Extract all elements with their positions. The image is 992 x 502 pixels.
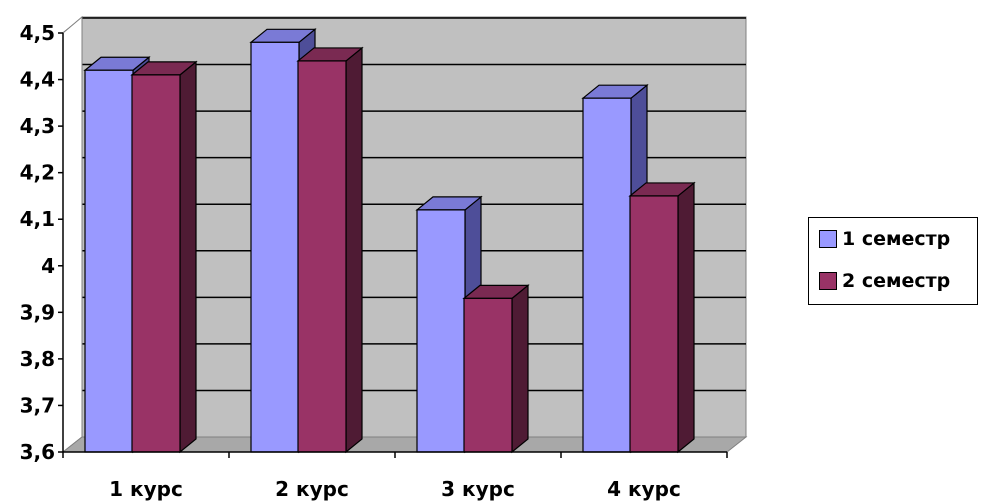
bar-front [250, 41, 300, 453]
bars [83, 28, 696, 454]
y-tick-label: 4 [41, 254, 55, 278]
y-tick-label: 4,5 [20, 21, 55, 45]
bar-side [677, 181, 695, 454]
bar [462, 284, 530, 454]
y-tick-label: 3,9 [20, 300, 55, 324]
bar-side [179, 60, 197, 454]
y-axis-ticks: 3,6 3,7 3,8 3,9 4 4,1 4,2 4,3 4,4 4,5 [20, 21, 63, 464]
x-tick-label: 1 курс [109, 477, 183, 501]
legend-item: 2 семестр [819, 270, 950, 292]
bar-front [629, 195, 679, 453]
bar-side [345, 46, 363, 454]
y-tick-label: 4,3 [20, 114, 55, 138]
y-tick-label: 3,8 [20, 347, 55, 371]
plot-left-wall [62, 15, 83, 454]
bar-front [463, 297, 513, 453]
bar [628, 181, 696, 454]
x-tick-label: 3 курс [441, 477, 515, 501]
bar [130, 60, 198, 454]
legend-swatch-2 [819, 272, 837, 290]
bar-front [131, 74, 181, 453]
legend-label: 2 семестр [842, 270, 951, 292]
x-tick-label: 4 курс [607, 477, 681, 501]
bar-front [582, 97, 632, 453]
legend-swatch-1 [819, 230, 837, 248]
y-tick-label: 3,7 [20, 393, 55, 417]
bar-front [84, 69, 134, 453]
x-axis-ticks: 1 курс 2 курс 3 курс 4 курс [62, 452, 728, 501]
bar [296, 46, 364, 454]
y-tick-label: 4,1 [20, 207, 55, 231]
legend: 1 семестр 2 семестр [808, 217, 978, 305]
y-tick-label: 4,4 [20, 68, 55, 92]
x-tick-label: 2 курс [275, 477, 349, 501]
y-tick-label: 4,2 [20, 161, 55, 185]
legend-item: 1 семестр [819, 228, 950, 250]
legend-label: 1 семестр [842, 228, 951, 250]
bar-front [297, 60, 347, 453]
bar-front [416, 209, 466, 453]
bar-side [511, 284, 529, 454]
y-tick-label: 3,6 [20, 440, 55, 464]
